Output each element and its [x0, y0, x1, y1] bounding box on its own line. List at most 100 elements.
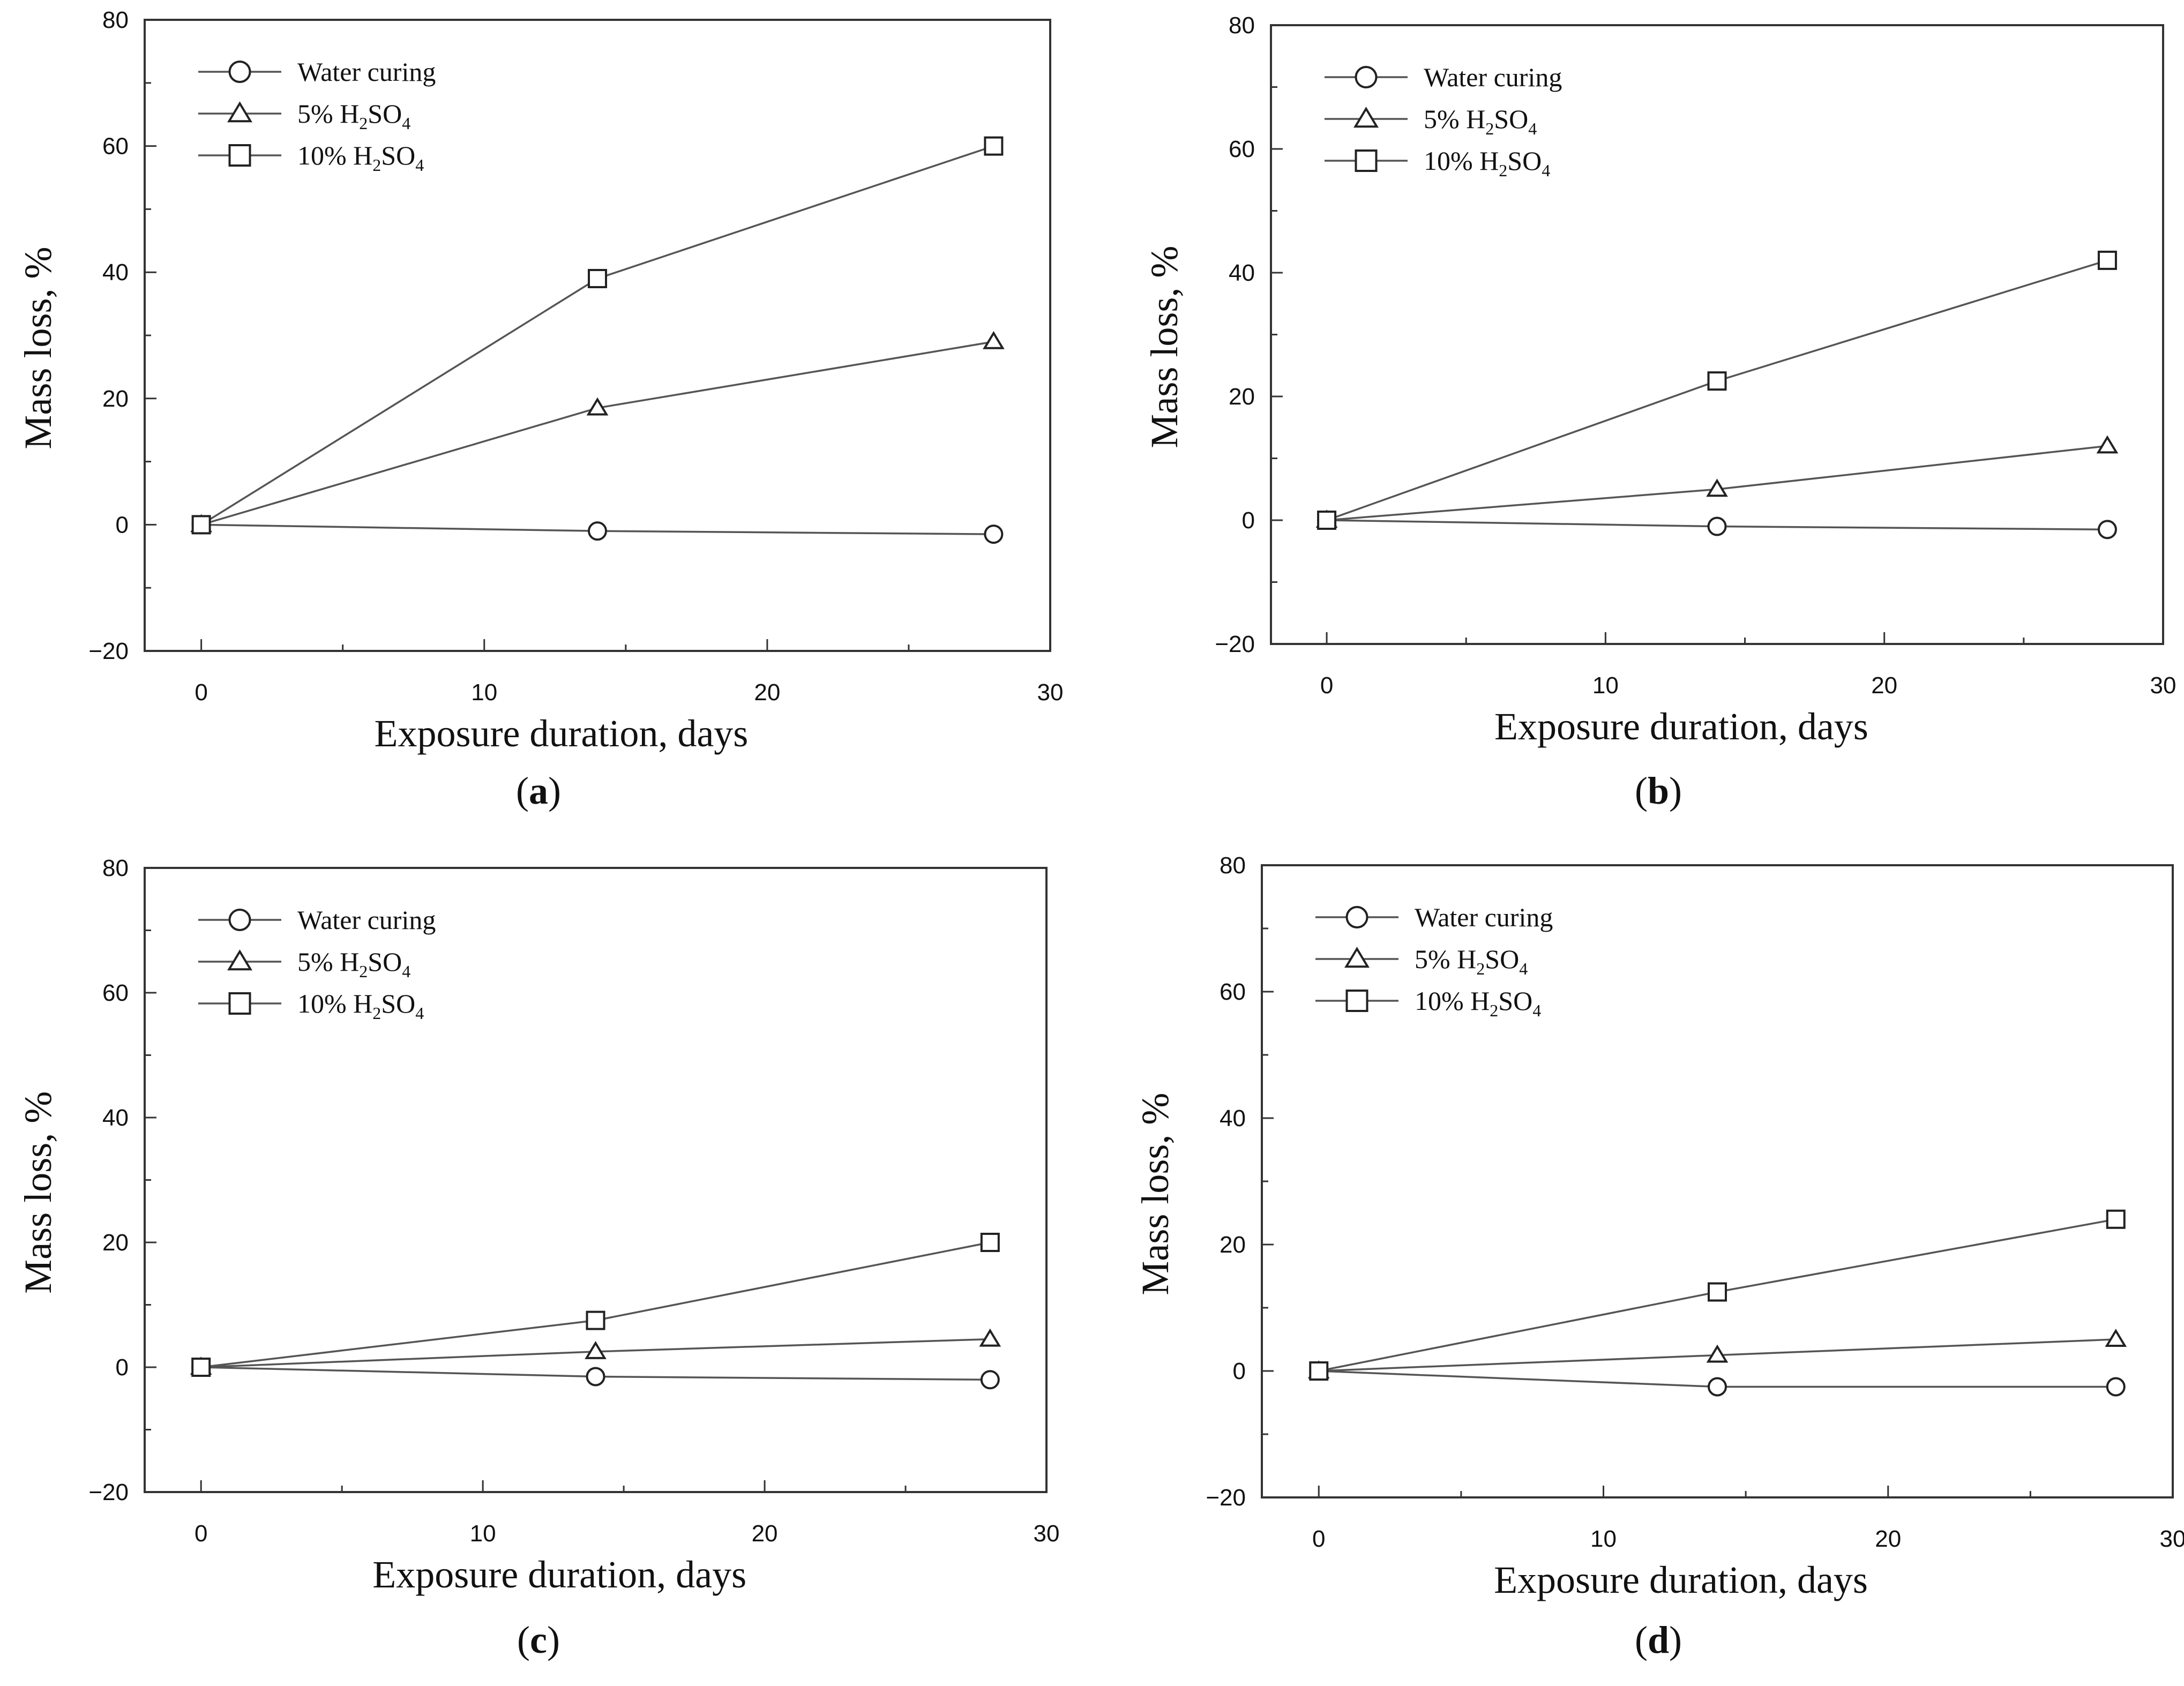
legend-marker-square	[228, 992, 251, 1015]
legend-marker-circle	[1345, 906, 1368, 928]
caption-paren: )	[1669, 769, 1682, 812]
caption-paren: )	[1669, 1618, 1682, 1661]
data-point-square	[1309, 1361, 1329, 1381]
legend-label-subscript: 4	[415, 155, 424, 175]
caption-letter: a	[529, 769, 548, 812]
legend-label: Water curing	[297, 905, 436, 935]
data-point-square	[1708, 1282, 1727, 1302]
data-point-square	[1707, 371, 1727, 391]
legend-label-text: SO	[1498, 986, 1532, 1016]
x-tick-label: 20	[1871, 672, 1897, 699]
data-point-circle	[588, 521, 607, 541]
legend-label-text: SO	[381, 140, 415, 170]
y-axis-title: Mass loss, %	[17, 1091, 59, 1294]
x-tick-label: 30	[1037, 679, 1064, 706]
data-point-square	[2097, 250, 2117, 270]
data-point-circle	[2097, 520, 2117, 539]
legend-marker-triangle	[1353, 107, 1379, 128]
y-tick-label: 60	[102, 980, 129, 1006]
legend-label-subscript: 2	[1485, 119, 1494, 138]
y-tick-label: −20	[1215, 631, 1255, 657]
y-tick-label: 0	[1242, 507, 1255, 534]
caption-paren: (	[1635, 1618, 1648, 1661]
legend-marker-circle	[228, 909, 251, 931]
x-tick-label: 10	[1590, 1526, 1617, 1552]
data-point-square	[1317, 511, 1337, 530]
legend-label: 10% H2SO4	[297, 988, 424, 1023]
caption-paren: (	[517, 1618, 530, 1661]
legend-marker-square	[1355, 149, 1378, 172]
legend-label-subscript: 4	[1532, 1001, 1541, 1020]
legend-label-text: 10% H	[297, 140, 372, 170]
legend-marker-triangle	[227, 949, 252, 971]
y-axis-title: Mass loss, %	[1143, 246, 1186, 448]
x-tick-label: 10	[1592, 672, 1619, 699]
legend-label-subscript: 4	[1519, 959, 1528, 978]
y-tick-label: 80	[1220, 852, 1246, 879]
legend-label-subscript: 2	[372, 1003, 381, 1023]
x-tick-label: 30	[1034, 1520, 1060, 1547]
caption-paren: )	[547, 1618, 560, 1661]
legend-label-subscript: 2	[1490, 1001, 1498, 1020]
x-tick-label: 10	[470, 1520, 496, 1547]
legend-label-text: 10% H	[1424, 146, 1499, 176]
y-tick-label: 80	[102, 7, 129, 33]
panel-caption: (c)	[517, 1618, 560, 1661]
y-tick-label: −20	[88, 638, 129, 664]
y-tick-label: 60	[1220, 979, 1246, 1005]
x-tick-label: 0	[195, 679, 207, 706]
data-point-square	[191, 515, 211, 535]
data-point-triangle	[2105, 1329, 2127, 1347]
panel-caption: (b)	[1635, 769, 1682, 812]
data-point-square	[2106, 1209, 2126, 1229]
x-tick-label: 0	[1320, 672, 1333, 699]
legend-label-subscript: 4	[415, 1003, 424, 1023]
legend-label-text: SO	[1507, 146, 1542, 176]
caption-letter: d	[1648, 1618, 1669, 1661]
y-axis-title: Mass loss, %	[17, 247, 59, 449]
legend-label: 5% H2SO4	[297, 947, 410, 981]
legend-label-subscript: 4	[1542, 161, 1550, 180]
legend-label: 5% H2SO4	[297, 99, 410, 133]
x-tick-label: 20	[754, 679, 780, 706]
x-axis-title: Exposure duration, days	[1494, 705, 1868, 748]
y-tick-label: 60	[1229, 136, 1255, 162]
legend-label-text: SO	[368, 99, 402, 129]
caption-letter: c	[530, 1618, 547, 1661]
data-point-square	[984, 136, 1004, 156]
panel-a: −20 0 20 40 60 80 0 10 20 30 Exposure duration, da…	[17, 7, 1063, 812]
series-line-square	[200, 145, 994, 526]
legend-label-text: SO	[368, 947, 402, 977]
legend-label: 5% H2SO4	[1415, 944, 1528, 978]
plot-frame	[1261, 864, 2174, 1498]
series-line-triangle	[201, 341, 994, 526]
data-point-triangle	[983, 331, 1005, 349]
legend-label: 5% H2SO4	[1424, 104, 1537, 138]
panel-d: −20 0 20 40 60 80 0 10 20 30 Exposure duration, da…	[1134, 852, 2184, 1661]
data-point-triangle	[979, 1328, 1001, 1347]
y-tick-label: 20	[1229, 384, 1255, 410]
y-tick-label: 0	[116, 512, 129, 538]
legend-label-subscript: 2	[359, 114, 368, 133]
legend-label-text: 5% H	[297, 99, 359, 129]
y-tick-label: −20	[1206, 1485, 1246, 1511]
legend-label-text: 5% H	[297, 947, 359, 977]
legend-label: Water curing	[1424, 62, 1562, 92]
legend-marker-circle	[228, 61, 251, 83]
panel-caption: (d)	[1635, 1618, 1682, 1661]
data-point-triangle	[2096, 435, 2119, 454]
caption-paren: )	[548, 769, 561, 812]
data-point-triangle	[1706, 1344, 1729, 1363]
legend-label-subscript: 4	[402, 114, 410, 133]
y-tick-label: 0	[1233, 1358, 1246, 1384]
data-point-square	[191, 1358, 211, 1377]
y-tick-label: 20	[102, 386, 129, 412]
data-point-triangle	[586, 397, 609, 416]
x-axis-title: Exposure duration, days	[1494, 1558, 1868, 1601]
data-point-circle	[984, 524, 1004, 544]
x-tick-label: 30	[2150, 672, 2176, 699]
legend-label: 10% H2SO4	[1424, 146, 1550, 180]
y-tick-label: 20	[1220, 1232, 1246, 1258]
